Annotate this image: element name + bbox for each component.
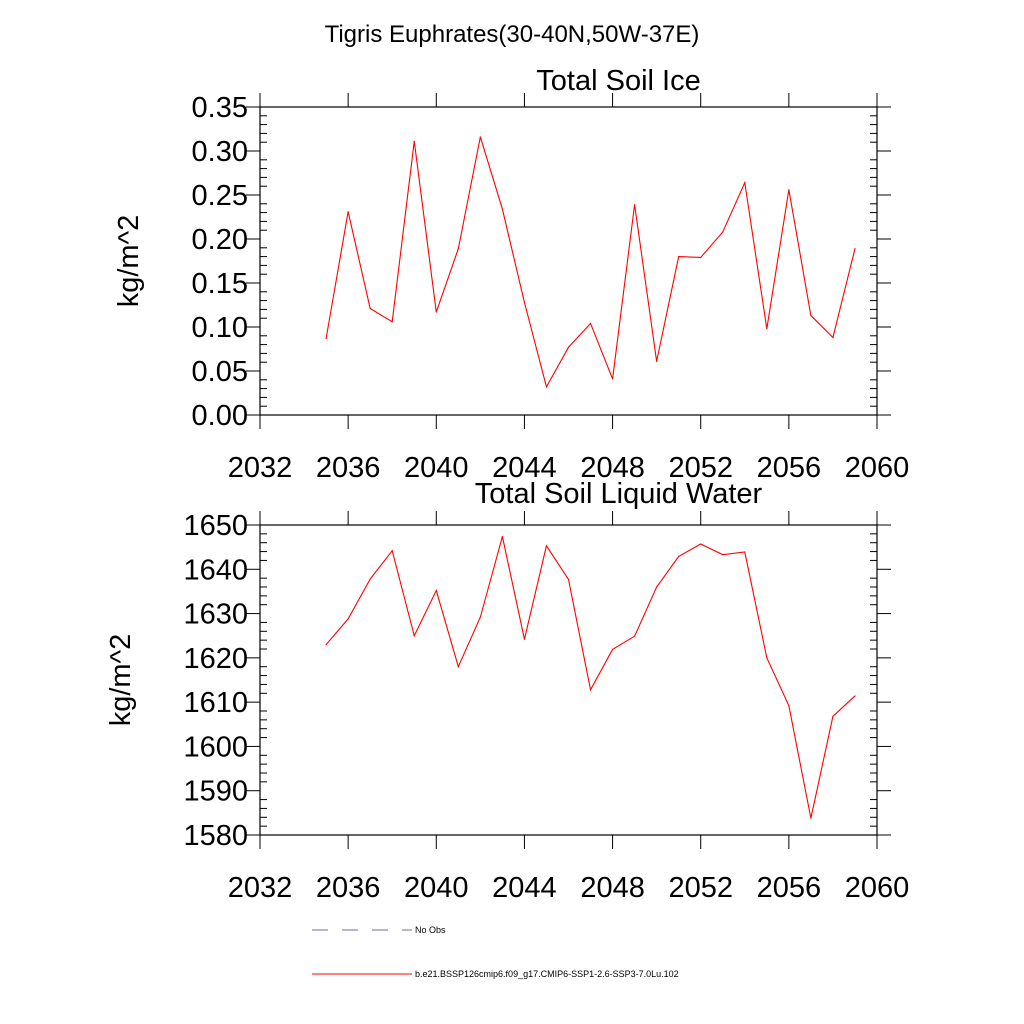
data-point	[435, 589, 437, 592]
data-point	[567, 578, 570, 581]
data-point	[347, 618, 349, 620]
data-point	[744, 551, 746, 553]
y-tick-label: 1620	[183, 643, 248, 675]
data-point	[766, 328, 768, 330]
data-point	[678, 555, 680, 558]
y-tick-label: 0.25	[192, 180, 248, 212]
data-point	[369, 307, 371, 310]
chart-title: Total Soil Liquid Water	[475, 478, 763, 510]
data-point	[479, 136, 481, 138]
y-tick-label: 1600	[183, 731, 248, 763]
x-tick-label: 2036	[316, 452, 381, 484]
y-axis-label: kg/m^2	[113, 215, 145, 308]
data-point	[722, 231, 724, 233]
data-point	[369, 578, 371, 580]
data-point	[523, 301, 526, 303]
data-point	[567, 346, 570, 348]
data-point	[479, 616, 481, 618]
data-point	[611, 378, 614, 380]
data-point	[391, 550, 393, 552]
data-point	[325, 643, 327, 646]
y-axis-label: kg/m^2	[105, 634, 137, 727]
series-line	[325, 136, 856, 389]
data-point	[435, 311, 437, 313]
y-tick-label: 0.05	[192, 356, 248, 388]
chart-title: Total Soil Ice	[536, 65, 700, 97]
data-point	[589, 322, 592, 325]
data-point	[589, 689, 592, 691]
y-tick-label: 0.00	[192, 400, 248, 432]
data-point	[854, 248, 856, 250]
panel-soil-liquid-water: Total Soil Liquid Water kg/m^2 2032 2036 204…	[105, 478, 909, 904]
data-point	[325, 337, 327, 340]
data-point	[656, 586, 658, 588]
x-tick-label: 2052	[668, 872, 733, 904]
y-tick-label: 1590	[183, 776, 248, 808]
x-tick-label: 2056	[757, 872, 822, 904]
y-tick-label: 0.20	[192, 224, 248, 256]
data-point	[391, 321, 393, 323]
data-point	[854, 695, 856, 697]
data-point	[501, 535, 503, 538]
x-tick-label: 2036	[316, 872, 381, 904]
y-tick-label: 1650	[183, 510, 248, 542]
x-tick-label: 2040	[404, 872, 469, 904]
data-point	[523, 638, 526, 640]
data-point	[832, 336, 834, 339]
data-point	[744, 182, 746, 184]
x-tick-label: 2056	[757, 452, 822, 484]
legend-label-model-run: b.e21.BSSP126cmip6.f09_g17.CMIP6-SSP1-2.…	[415, 969, 679, 979]
data-point	[678, 256, 680, 258]
data-point	[832, 715, 834, 717]
data-point	[700, 543, 702, 545]
data-point	[501, 208, 503, 210]
data-point	[656, 360, 658, 362]
data-point	[722, 554, 724, 556]
y-tick-label: 0.10	[192, 312, 248, 344]
data-point	[766, 657, 768, 659]
figure-suptitle: Tigris Euphrates(30-40N,50W-37E)	[325, 21, 700, 48]
x-tick-label: 2032	[228, 452, 293, 484]
y-tick-label: 1640	[183, 554, 248, 586]
x-tick-label: 2060	[845, 872, 910, 904]
legend-label-no-obs: No Obs	[415, 925, 446, 935]
data-point	[788, 189, 790, 191]
plot-frame	[259, 524, 878, 836]
y-tick-label: 1580	[183, 820, 248, 852]
legend: No Obs b.e21.BSSP126cmip6.f09_g17.CMIP6-…	[312, 925, 679, 979]
x-tick-label: 2044	[492, 872, 557, 904]
data-point	[545, 386, 548, 388]
series-line	[325, 536, 856, 819]
data-point	[634, 204, 636, 206]
y-tick-label: 0.35	[192, 92, 248, 124]
y-tick-label: 0.15	[192, 268, 248, 300]
panel-soil-ice: Total Soil Ice kg/m^2 2032 2036 2040 2044 2048…	[113, 65, 909, 484]
data-point	[413, 140, 415, 142]
y-tick-label: 1630	[183, 599, 248, 631]
data-point	[413, 635, 415, 637]
data-point	[347, 211, 349, 213]
y-tick-label: 0.30	[192, 136, 248, 168]
data-point	[634, 635, 636, 637]
x-tick-label: 2048	[580, 452, 645, 484]
y-tick-label: 1610	[183, 687, 248, 719]
x-tick-label: 2060	[845, 452, 910, 484]
plot-frame	[259, 106, 878, 416]
x-tick-label: 2040	[404, 452, 469, 484]
data-point	[457, 248, 459, 250]
data-point	[700, 256, 702, 259]
x-tick-label: 2032	[228, 872, 293, 904]
x-tick-label: 2048	[580, 872, 645, 904]
data-point	[788, 705, 790, 707]
x-tick-label: 2052	[668, 452, 733, 484]
data-point	[810, 314, 812, 317]
data-point	[810, 817, 812, 819]
data-point	[545, 545, 548, 547]
data-point	[457, 666, 459, 668]
x-tick-label: 2044	[492, 452, 557, 484]
data-point	[611, 648, 614, 651]
